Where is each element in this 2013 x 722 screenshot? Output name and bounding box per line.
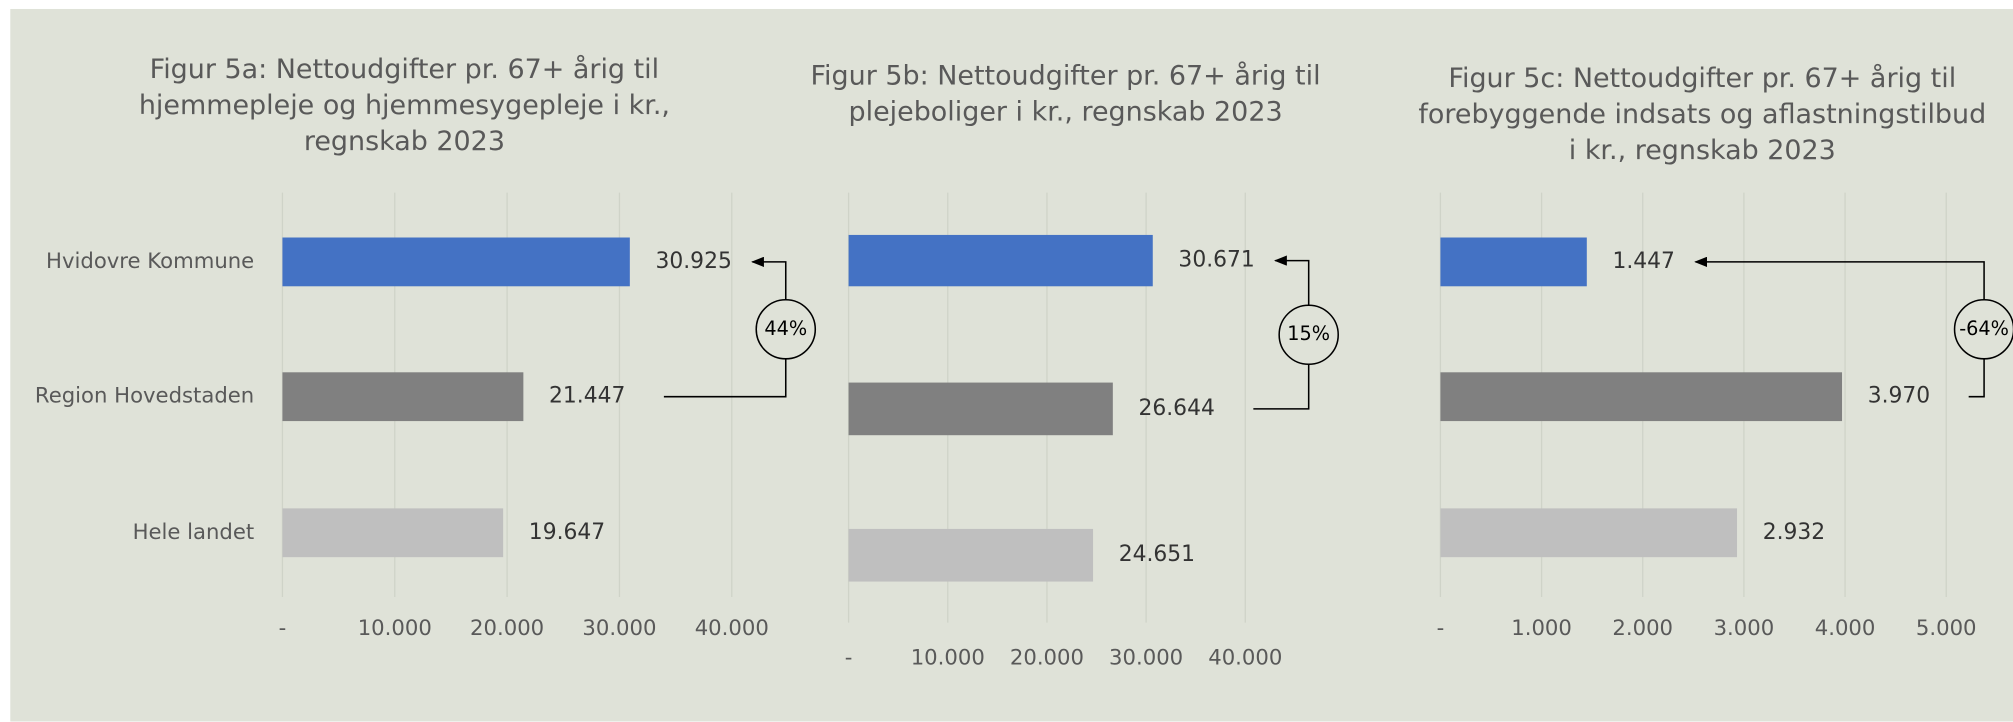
bar [848, 382, 1113, 436]
bar [848, 528, 1094, 582]
bar [1440, 372, 1843, 422]
value-label: 24.651 [1119, 542, 1195, 567]
category-label: Hele landet [133, 519, 255, 544]
x-tick-label: - [845, 645, 853, 670]
value-label: 2.932 [1763, 520, 1825, 545]
connector-arrow [751, 256, 787, 300]
bar [282, 372, 524, 422]
category-label: Hvidovre Kommune [46, 248, 254, 273]
value-label: 1.447 [1612, 249, 1674, 274]
bar [1440, 508, 1738, 558]
x-tick-label: 10.000 [911, 645, 985, 670]
x-tick-label: 4.000 [1815, 615, 1876, 640]
value-label: 21.447 [549, 384, 625, 409]
annotation: -64% [1959, 317, 2009, 340]
connector [1253, 364, 1310, 410]
value-label: 26.644 [1139, 396, 1215, 421]
bar [848, 234, 1153, 287]
x-tick-label: 10.000 [358, 615, 432, 640]
annotation-circle [755, 298, 817, 360]
x-tick-label: 5.000 [1916, 615, 1977, 640]
x-tick-label: 40.000 [695, 615, 769, 640]
chart-title: i kr., regnskab 2023 [1569, 135, 1836, 166]
connector [1968, 358, 1985, 398]
x-tick-label: 1.000 [1511, 615, 1572, 640]
connector [663, 358, 787, 398]
bar [282, 508, 504, 558]
connector-arrow [1694, 256, 1985, 300]
chart-title: plejeboliger i kr., regnskab 2023 [848, 96, 1282, 127]
value-label: 30.925 [656, 249, 732, 274]
annotation-circle [1953, 299, 2013, 360]
x-tick-label: 3.000 [1714, 615, 1775, 640]
x-tick-label: 20.000 [1010, 645, 1084, 670]
bar [282, 237, 630, 287]
chart-title: regnskab 2023 [304, 126, 505, 157]
annotation: 15% [1287, 322, 1330, 345]
x-tick-label: 20.000 [470, 615, 544, 640]
x-tick-label: - [1437, 615, 1445, 640]
x-tick-label: 30.000 [1109, 645, 1183, 670]
annotation: 44% [764, 317, 807, 340]
chart-title: Figur 5a: Nettoudgifter pr. 67+ årig til [150, 54, 659, 85]
category-label: Region Hovedstaden [35, 383, 254, 408]
x-tick-label: 30.000 [582, 615, 656, 640]
value-label: 19.647 [529, 520, 605, 545]
x-tick-label: 40.000 [1208, 645, 1282, 670]
chart-title: Figur 5c: Nettoudgifter pr. 67+ årig til [1448, 63, 1956, 94]
x-tick-label: 2.000 [1612, 615, 1673, 640]
value-label: 3.970 [1868, 384, 1930, 409]
chart-title: hjemmepleje og hjemmesygepleje i kr., [139, 90, 670, 121]
bar [1440, 237, 1587, 287]
chart-title: Figur 5b: Nettoudgifter pr. 67+ årig til [811, 61, 1321, 92]
value-label: 30.671 [1178, 248, 1254, 273]
x-tick-label: - [279, 615, 287, 640]
annotation-circle [1278, 304, 1339, 366]
connector-arrow [1274, 255, 1310, 306]
panel [10, 8, 2013, 722]
chart-title: forebyggende indsats og aflastningstilbu… [1418, 99, 1986, 130]
